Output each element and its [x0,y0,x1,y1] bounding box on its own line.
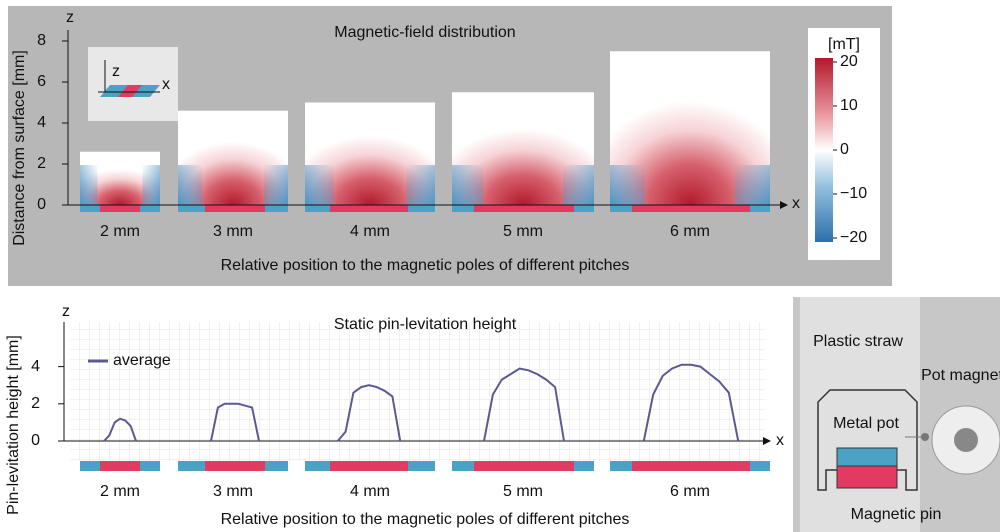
colorbar-tick-label: 20 [840,53,858,70]
colorbar-tick-label: −10 [840,185,867,202]
y-axis-title: Distance from surface [mm] [11,50,28,246]
axis-name: z [62,303,70,320]
y-tick-label: 8 [37,32,46,49]
magnet-s [474,461,574,471]
label: Magnetic pin [851,506,942,523]
pot-magnet-hole [954,428,978,452]
colorbar-tick-label: 0 [840,141,849,158]
pin-top [837,448,897,466]
label: Pot magnet [921,367,1000,384]
heatmap-edge [610,165,645,205]
heatmap-edge [406,165,435,205]
x-tick-label: 2 mm [100,483,140,500]
figure: z x Plastic straw Pot magnet Metal pot M… [0,0,1000,532]
label: Plastic straw [813,333,903,350]
colorbar-tick-label: −20 [840,229,867,246]
x-tick-label: 6 mm [670,483,710,500]
heatmap-edge [80,165,98,205]
legend-label: average [113,352,171,369]
colorbar [815,58,833,242]
magnet-s [205,461,265,471]
y-axis-title: Pin-levitation height [mm] [5,335,22,515]
x-tick-label: 3 mm [213,223,253,240]
title: Magnetic-field distribution [334,24,515,41]
axis-name: x [792,195,800,212]
heatmap-edge [452,165,483,205]
x-tick-label: 3 mm [213,483,253,500]
y-tick-label: 0 [31,432,40,449]
heatmap-edge [142,165,160,205]
heatmap-edge [735,165,770,205]
magnet-s [330,461,408,471]
arrow [763,437,771,445]
magnet-s [474,205,574,212]
inset-label: x [162,76,170,93]
heatmap-edge [264,165,288,205]
y-tick-label: 2 [31,395,40,412]
y-tick-label: 4 [31,358,40,375]
magnet-s [632,205,750,212]
heatmap-edge [305,165,334,205]
heatmap-edge [178,165,202,205]
grid [70,322,765,461]
pin-bottom [837,466,897,488]
x-axis-title: Relative position to the magnetic poles … [221,511,630,528]
label: Metal pot [833,415,899,432]
axis-name: x [776,432,784,449]
x-tick-label: 6 mm [670,223,710,240]
x-tick-label: 4 mm [350,483,390,500]
inset-label: z [112,63,120,80]
colorbar-tick-label: 10 [840,97,858,114]
y-tick-label: 4 [37,114,46,131]
heatmap-edge [563,165,594,205]
y-tick-label: 0 [37,196,46,213]
magnet-s [100,461,140,471]
x-axis-title: Relative position to the magnetic poles … [221,257,630,274]
magnet-s [330,205,408,212]
colorbar-label: [mT] [828,36,860,53]
magnet-s [632,461,750,471]
magnet-s [205,205,265,212]
x-tick-label: 5 mm [503,223,543,240]
x-tick-label: 5 mm [503,483,543,500]
x-tick-label: 4 mm [350,223,390,240]
magnet-s [100,205,140,212]
x-tick-label: 2 mm [100,223,140,240]
axis-name: z [66,9,74,26]
y-tick-label: 6 [37,73,46,90]
title: Static pin-levitation height [334,316,517,333]
y-tick-label: 2 [37,155,46,172]
